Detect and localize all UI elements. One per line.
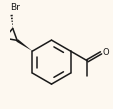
Text: O: O: [102, 48, 108, 57]
Polygon shape: [16, 39, 32, 51]
Text: Br: Br: [10, 3, 20, 12]
